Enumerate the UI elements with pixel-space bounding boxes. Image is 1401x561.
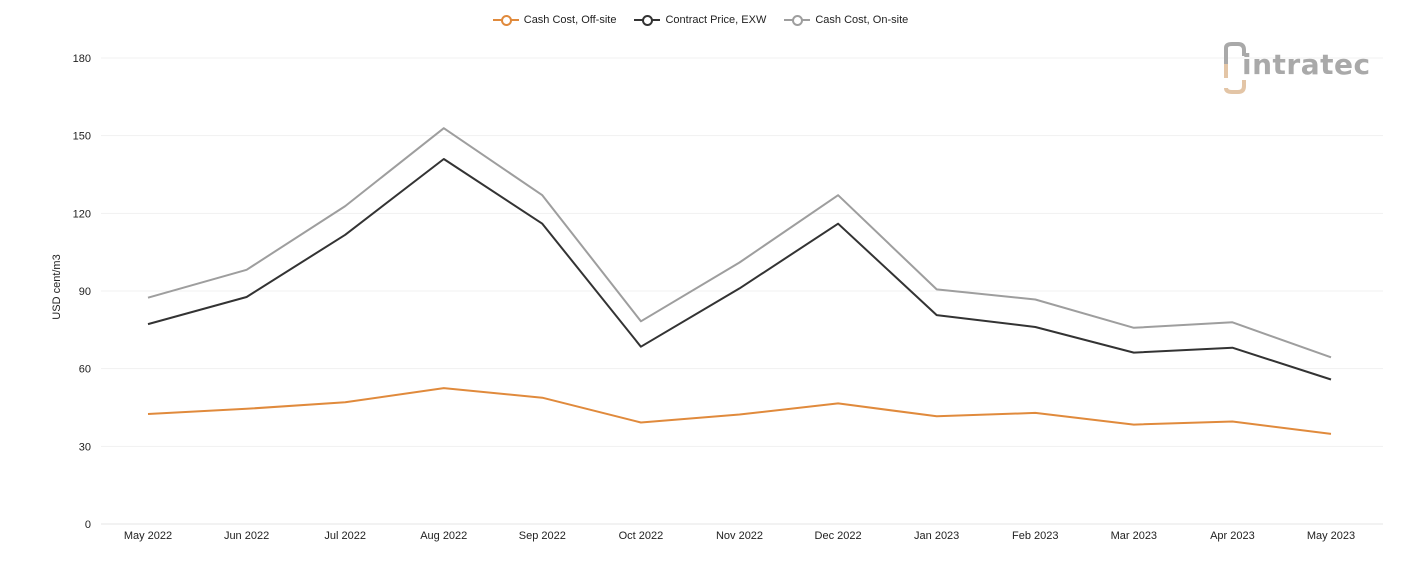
x-tick-label: Feb 2023 — [1012, 530, 1058, 542]
y-tick-label: 120 — [73, 208, 91, 220]
x-tick-label: Sep 2022 — [519, 530, 566, 542]
series-line-cash-cost-on-site — [147, 127, 1332, 359]
legend-label: Contract Price, EXW — [665, 14, 767, 26]
legend-marker-icon — [634, 14, 661, 26]
x-tick-label: Dec 2022 — [815, 530, 862, 542]
series-line-cash-cost-off-site — [147, 387, 1332, 435]
logo-text: intratec — [1242, 48, 1371, 81]
x-tick-label: Oct 2022 — [619, 530, 664, 542]
x-tick-label: Jan 2023 — [914, 530, 959, 542]
legend-item[interactable]: Contract Price, EXW — [634, 14, 766, 26]
x-tick-label: Jul 2022 — [324, 530, 366, 542]
y-tick-label: 180 — [73, 53, 91, 65]
x-tick-label: May 2023 — [1307, 530, 1355, 542]
y-tick-label: 150 — [73, 131, 91, 143]
x-tick-label: Aug 2022 — [420, 530, 467, 542]
chart-legend: Cash Cost, Off-site Contract Price, EXW Ca… — [0, 14, 1401, 26]
legend-label: Cash Cost, On-site — [815, 14, 909, 26]
intratec-logo: intratec — [1222, 42, 1372, 96]
y-tick-label: 30 — [79, 441, 91, 453]
x-tick-label: Apr 2023 — [1210, 530, 1255, 542]
legend-item[interactable]: Cash Cost, On-site — [784, 14, 908, 26]
legend-marker-icon — [492, 14, 519, 26]
y-axis-title: USD cent/m3 — [51, 254, 63, 319]
x-tick-label: May 2022 — [124, 530, 172, 542]
legend-marker-icon — [784, 14, 811, 26]
x-tick-label: Jun 2022 — [224, 530, 269, 542]
legend-item[interactable]: Cash Cost, Off-site — [492, 14, 617, 26]
legend-label: Cash Cost, Off-site — [523, 14, 617, 26]
intratec-logo-icon — [1224, 42, 1246, 94]
series-line-contract-price-exw — [147, 158, 1332, 381]
y-tick-label: 90 — [79, 286, 91, 298]
x-tick-label: Nov 2022 — [716, 530, 763, 542]
y-tick-label: 0 — [85, 519, 91, 531]
y-tick-label: 60 — [79, 364, 91, 376]
x-tick-label: Mar 2023 — [1111, 530, 1157, 542]
